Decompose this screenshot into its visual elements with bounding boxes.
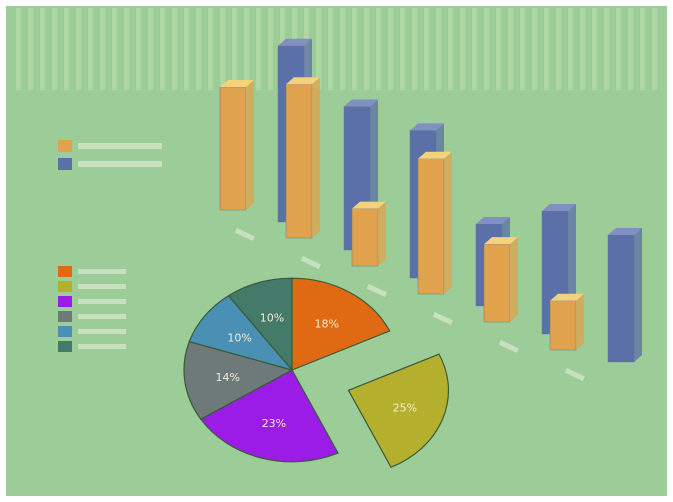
pie-slice-label: 10% xyxy=(227,332,251,345)
pie-slice-label: 25% xyxy=(393,402,417,415)
bar xyxy=(417,151,452,295)
bar xyxy=(285,77,320,239)
stripe xyxy=(376,8,381,90)
stripe xyxy=(616,8,621,90)
stripe xyxy=(448,8,453,90)
stripe xyxy=(64,8,69,90)
bar-legend xyxy=(58,140,162,170)
stripe xyxy=(400,8,405,90)
stripe xyxy=(196,8,201,90)
stripe xyxy=(316,8,321,90)
bar xyxy=(483,237,518,323)
stripe xyxy=(388,8,393,90)
stripe xyxy=(244,8,249,90)
pie-slice xyxy=(199,369,339,463)
bar xyxy=(351,201,386,267)
stripe xyxy=(88,8,93,90)
stripe xyxy=(592,8,597,90)
bar-category-tick xyxy=(498,339,519,353)
pie-slice xyxy=(227,277,293,372)
stripe xyxy=(640,8,645,90)
stripe xyxy=(652,8,657,90)
stripe xyxy=(544,8,549,90)
pie-legend-item xyxy=(58,281,126,292)
pie-legend-item xyxy=(58,296,126,307)
pie-slice-label: 23% xyxy=(262,417,286,430)
stripe xyxy=(628,8,633,90)
bar xyxy=(219,80,254,211)
pie-slice xyxy=(347,353,450,468)
stripe xyxy=(556,8,561,90)
stripe xyxy=(52,8,57,90)
pie-legend-item xyxy=(58,266,126,277)
stripe xyxy=(340,8,345,90)
stripe xyxy=(472,8,477,90)
stripe xyxy=(220,8,225,90)
pie-legend-item xyxy=(58,311,126,322)
pie-slice-label: 18% xyxy=(314,317,338,330)
pie-slice xyxy=(291,277,391,371)
stripe xyxy=(136,8,141,90)
pie-legend-item xyxy=(58,341,126,352)
stripe xyxy=(412,8,417,90)
stripe xyxy=(520,8,525,90)
stripe xyxy=(508,8,513,90)
stripe xyxy=(232,8,237,90)
bar-category-tick xyxy=(300,255,321,269)
stripe xyxy=(580,8,585,90)
bar-category-tick xyxy=(234,227,255,241)
stripe xyxy=(424,8,429,90)
bar-category-tick xyxy=(564,367,585,381)
stripe xyxy=(328,8,333,90)
stripe xyxy=(352,8,357,90)
stripe xyxy=(484,8,489,90)
bar-category-tick xyxy=(432,311,453,325)
stripe xyxy=(40,8,45,90)
stripe xyxy=(604,8,609,90)
bar-category-tick xyxy=(366,283,387,297)
stripe xyxy=(268,8,273,90)
bar-chart xyxy=(219,38,642,363)
stripe xyxy=(160,8,165,90)
pie-slice xyxy=(183,340,294,420)
stripe xyxy=(172,8,177,90)
stripe xyxy=(76,8,81,90)
pie-slice-label: 10% xyxy=(260,312,284,325)
bar xyxy=(549,293,584,351)
stripe xyxy=(16,8,21,90)
stripe xyxy=(28,8,33,90)
bar-legend-item xyxy=(58,158,162,170)
bar-chart-category-ticks xyxy=(234,227,585,381)
stripe xyxy=(496,8,501,90)
bar xyxy=(607,227,642,363)
stripe xyxy=(148,8,153,90)
pie-legend xyxy=(58,266,126,352)
stripe xyxy=(100,8,105,90)
stripe xyxy=(460,8,465,90)
pie-slice-label: 14% xyxy=(215,371,239,384)
stripe xyxy=(436,8,441,90)
stripe xyxy=(112,8,117,90)
stripe xyxy=(532,8,537,90)
stripe xyxy=(208,8,213,90)
pie-chart: 18% 25% 23% 14% 10% 10% xyxy=(183,277,450,468)
stripe xyxy=(124,8,129,90)
stripe xyxy=(256,8,261,90)
stripe xyxy=(568,8,573,90)
stripe xyxy=(364,8,369,90)
pie-legend-item xyxy=(58,326,126,337)
bar-legend-item xyxy=(58,140,162,152)
stripe xyxy=(184,8,189,90)
